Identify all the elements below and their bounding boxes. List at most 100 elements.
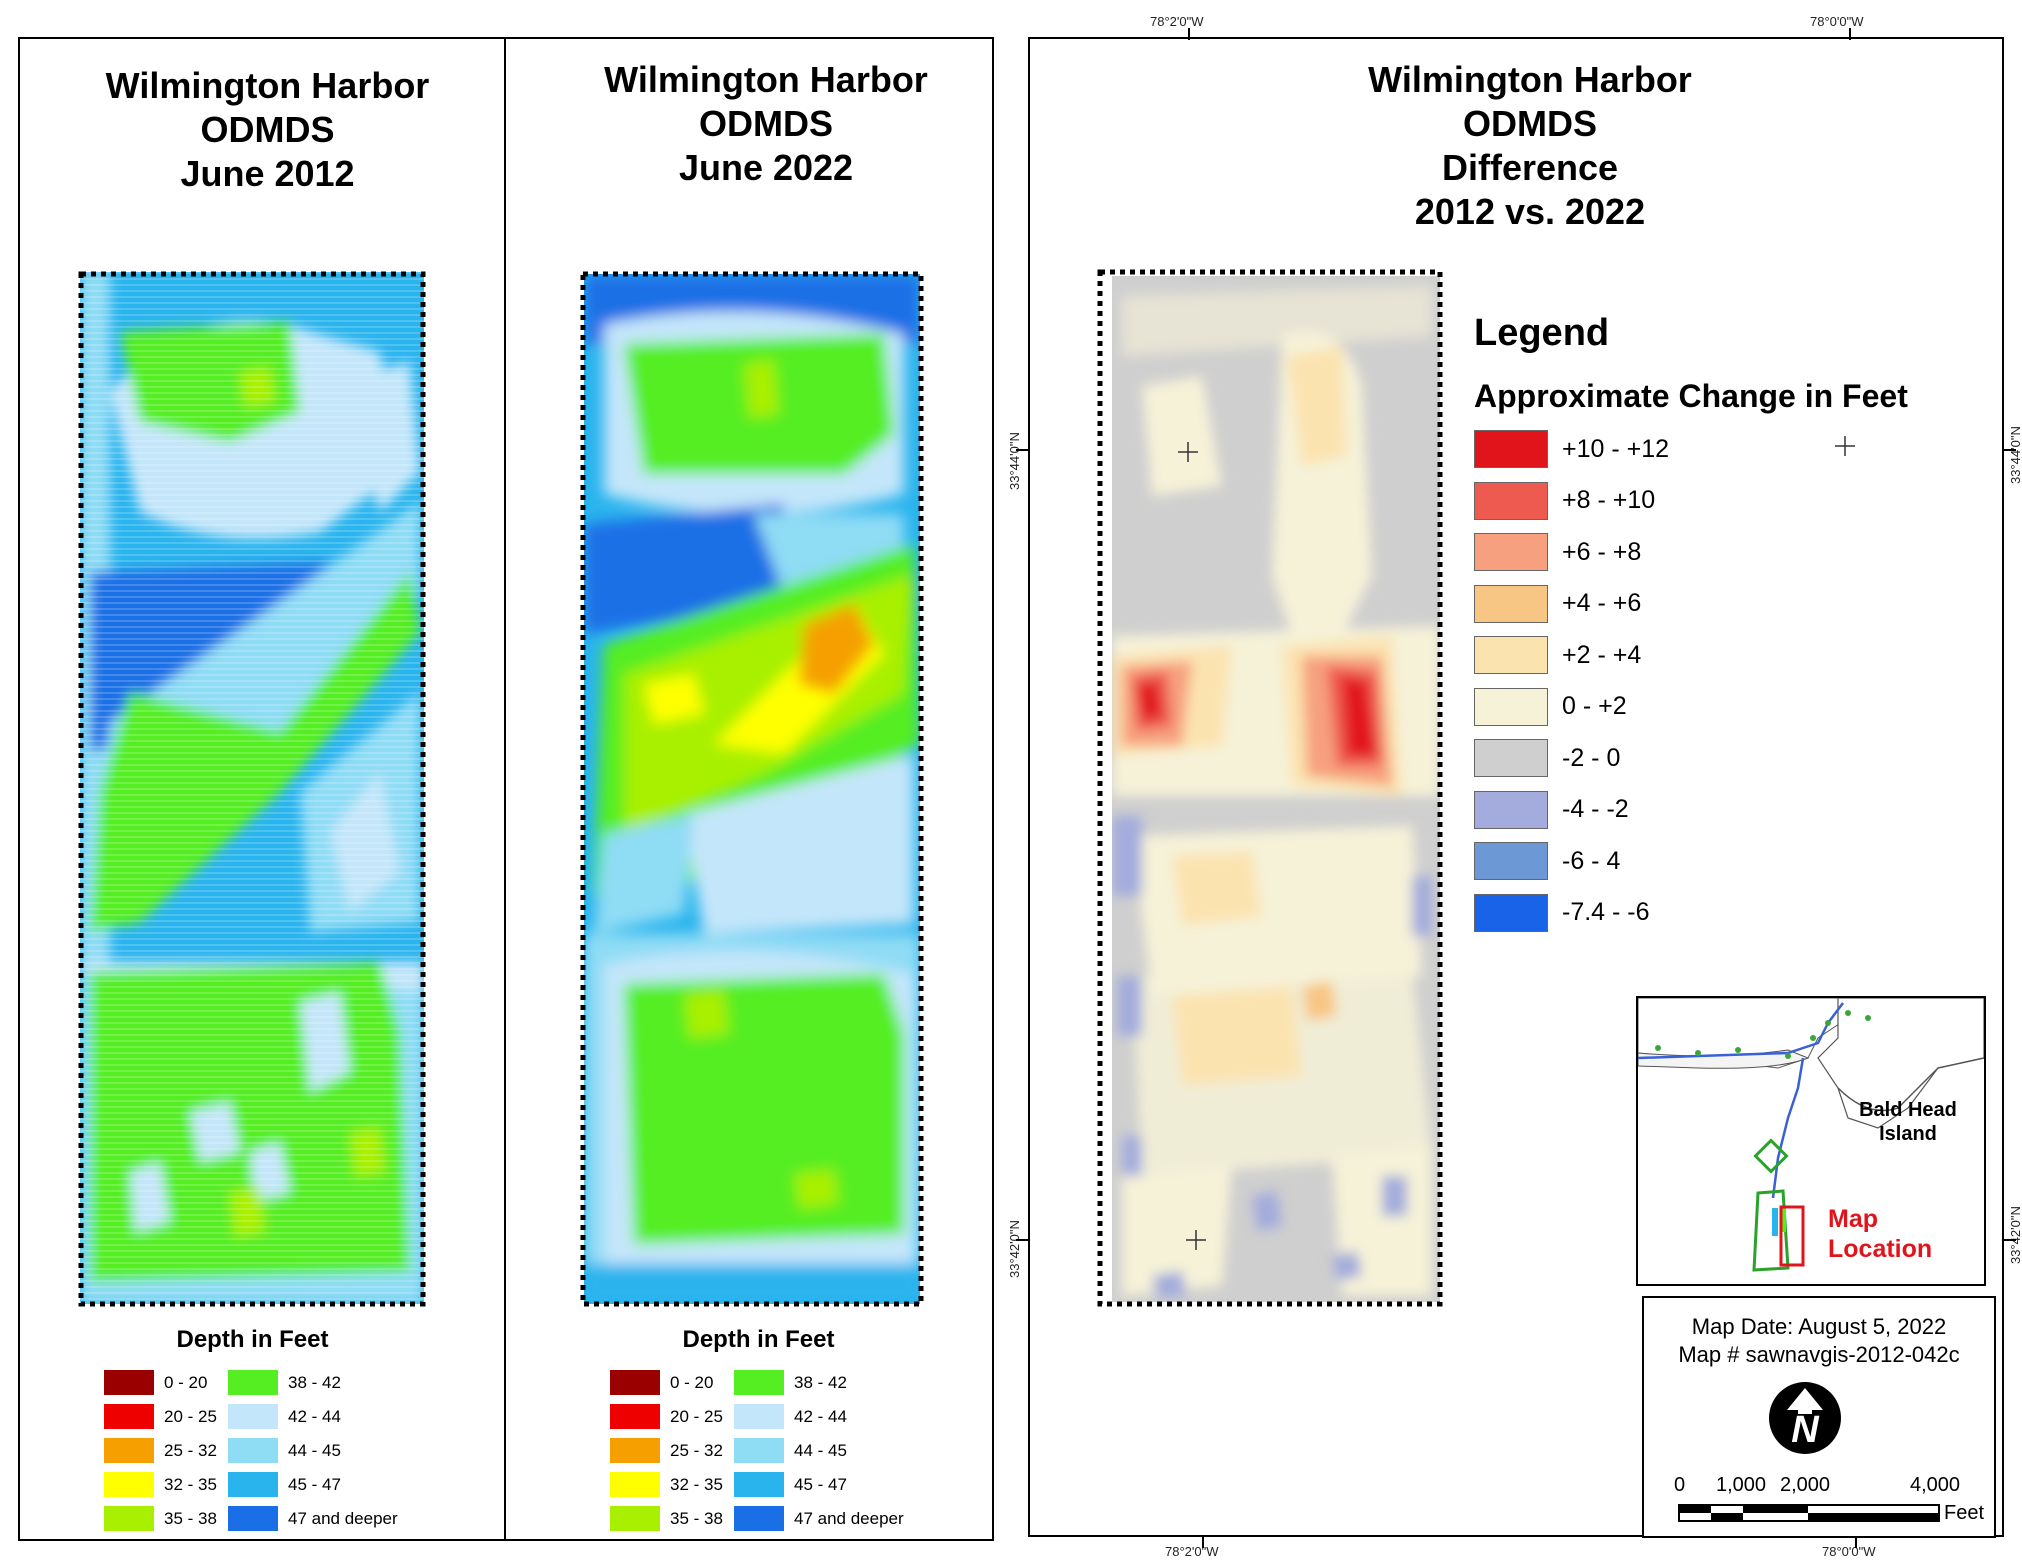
- difference-legend-swatch: [1474, 430, 1548, 468]
- depth-legend-label: 25 - 32: [670, 1440, 723, 1460]
- depth-legend-label: 42 - 44: [794, 1406, 847, 1426]
- depth-legend-label: 35 - 38: [670, 1508, 723, 1528]
- difference-legend-label: -2 - 0: [1562, 743, 1621, 772]
- depth-legend-swatch: [228, 1404, 278, 1429]
- depth-legend-item: 32 - 35: [104, 1472, 217, 1497]
- difference-legend-swatch: [1474, 636, 1548, 674]
- depth-legend-label: 44 - 45: [288, 1440, 341, 1460]
- depth-legend-swatch: [228, 1472, 278, 1497]
- depth-legend-swatch: [734, 1506, 784, 1531]
- difference-legend-item: +2 - +4: [1474, 636, 1641, 674]
- difference-legend-label: +6 - +8: [1562, 537, 1642, 566]
- depth-map-2012: [80, 272, 424, 1304]
- depth-legend-item: 45 - 47: [228, 1472, 341, 1497]
- difference-legend-swatch: [1474, 842, 1548, 880]
- depth-map-2022: [584, 274, 920, 1304]
- difference-legend-swatch: [1474, 893, 1548, 932]
- depth-legend-swatch: [610, 1404, 660, 1429]
- scale-label-1000: 1,000: [1716, 1474, 1767, 1496]
- depth-legend-item: 42 - 44: [734, 1404, 847, 1429]
- depth-legend-swatch: [104, 1438, 154, 1463]
- panel-2022-title: Wilmington Harbor ODMDS June 2022: [604, 59, 928, 188]
- difference-legend-label: 0 - +2: [1562, 692, 1627, 720]
- scale-label-2000: 2,000: [1780, 1474, 1831, 1496]
- graticule-crosses: [1178, 436, 1855, 1250]
- difference-legend-swatch: [1474, 481, 1548, 520]
- depth-legend-label: 0 - 20: [164, 1372, 208, 1392]
- depth-legend-item: 38 - 42: [734, 1370, 847, 1395]
- depth-legend-swatch: [228, 1370, 278, 1395]
- depth-legend-swatch: [734, 1370, 784, 1395]
- difference-legend-label: +4 - +6: [1562, 589, 1642, 617]
- difference-legend-swatch: [1474, 533, 1548, 571]
- difference-legend-item: 0 - +2: [1474, 687, 1627, 726]
- depth-legend-item: 35 - 38: [104, 1506, 217, 1531]
- map-number: Map # sawnavgis-2012-042c: [1678, 1342, 1960, 1367]
- depth-legend-label: 44 - 45: [794, 1440, 847, 1460]
- difference-legend-swatch: [1474, 687, 1548, 726]
- depth-legend-item: 25 - 32: [104, 1438, 217, 1463]
- difference-legend-label: +10 - +12: [1562, 434, 1670, 463]
- map-location-label: Map Location: [1828, 1205, 1933, 1263]
- depth-legend-swatch: [228, 1438, 278, 1463]
- depth-legend-label: 20 - 25: [670, 1406, 723, 1426]
- depth-legend-item: 44 - 45: [228, 1438, 341, 1463]
- difference-legend-item: -7.4 - -6: [1474, 893, 1650, 932]
- scale-unit: Feet: [1944, 1502, 1985, 1524]
- depth-legend-item: 42 - 44: [228, 1404, 341, 1429]
- depth-legend-label: 47 and deeper: [288, 1508, 398, 1528]
- legend-subheading: Approximate Change in Feet: [1474, 378, 1908, 414]
- legend-heading: Legend: [1474, 312, 1610, 354]
- difference-legend-swatch: [1474, 790, 1548, 829]
- bald-head-island-label: Bald Head Island: [1859, 1099, 1957, 1145]
- depth-legend-swatch: [734, 1404, 784, 1429]
- difference-legend-item: -4 - -2: [1474, 790, 1629, 829]
- panel-2012-title: Wilmington Harbor ODMDS June 2012: [105, 65, 430, 194]
- map-date: Map Date: August 5, 2022: [1691, 1314, 1947, 1339]
- difference-legend-item: -6 - 4: [1474, 842, 1620, 880]
- depth-legend-label: 32 - 35: [164, 1474, 217, 1494]
- difference-legend-swatch: [1474, 584, 1548, 623]
- depth-legend-swatch: [104, 1404, 154, 1429]
- panel-divider: [504, 37, 506, 1541]
- depth-legend-swatch: [104, 1472, 154, 1497]
- difference-boundary-outline: [1097, 269, 1443, 1307]
- depth-legend-label: 38 - 42: [794, 1372, 847, 1392]
- depth-legend-item: 38 - 42: [228, 1370, 341, 1395]
- depth-legend-label: 35 - 38: [164, 1508, 217, 1528]
- difference-map: [1112, 276, 1440, 1302]
- depth-legend-swatch: [610, 1472, 660, 1497]
- survey-boundary-2012: [78, 271, 426, 1307]
- scale-label-4000: 4,000: [1910, 1474, 1961, 1496]
- north-letter: N: [1791, 1409, 1819, 1451]
- difference-title: Wilmington Harbor ODMDS Difference 2012 …: [1368, 59, 1692, 232]
- difference-legend-label: -7.4 - -6: [1562, 898, 1650, 926]
- difference-legend-label: -4 - -2: [1562, 795, 1629, 823]
- depth-legend-label: 45 - 47: [794, 1474, 847, 1494]
- depth-legend-label: 45 - 47: [288, 1474, 341, 1494]
- depth-legend-item: 0 - 20: [104, 1370, 207, 1395]
- depth-legend-item: 35 - 38: [610, 1506, 723, 1531]
- depth-legend-label: 20 - 25: [164, 1406, 217, 1426]
- difference-legend-swatch: [1474, 739, 1548, 777]
- difference-legend-item: +4 - +6: [1474, 584, 1642, 623]
- panel-2012-legend-title: Depth in Feet: [176, 1326, 329, 1353]
- depth-legend-label: 25 - 32: [164, 1440, 217, 1460]
- difference-legend-item: +10 - +12: [1474, 430, 1669, 468]
- depth-legend-swatch: [610, 1506, 660, 1531]
- depth-legend-item: 32 - 35: [610, 1472, 723, 1497]
- depth-legend-swatch: [104, 1506, 154, 1531]
- coord-top-left: 78°2'0"W: [1150, 14, 1204, 29]
- panel-2022-legend-title: Depth in Feet: [682, 1326, 835, 1353]
- depth-legend-swatch: [734, 1438, 784, 1463]
- coord-top-right: 78°0'0"W: [1810, 14, 1864, 29]
- depth-legend-item: 25 - 32: [610, 1438, 723, 1463]
- difference-legend-label: -6 - 4: [1562, 846, 1621, 875]
- graticule-ticks: [1016, 28, 2016, 1548]
- coord-bottom-left: 78°2'0"W: [1165, 1544, 1219, 1559]
- depth-legend-swatch: [610, 1370, 660, 1395]
- map-info-box: Map Date: August 5, 2022 Map # sawnavgis…: [1642, 1296, 1996, 1538]
- scale-bar: [1678, 1504, 1940, 1522]
- depth-legend-item: 45 - 47: [734, 1472, 847, 1497]
- difference-legend-item: +8 - +10: [1474, 481, 1655, 520]
